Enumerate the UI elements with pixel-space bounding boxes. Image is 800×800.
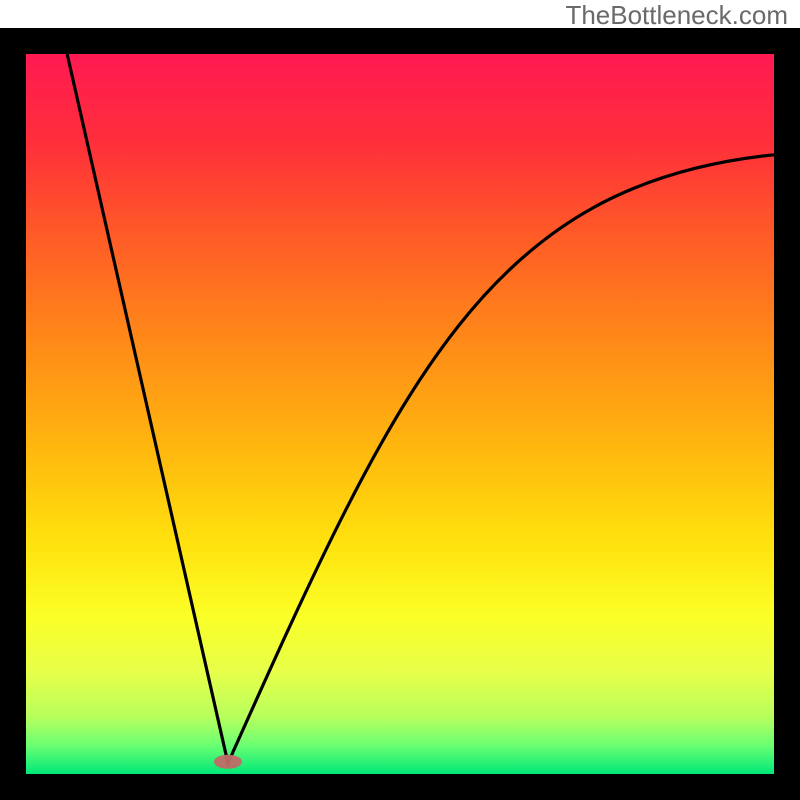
minimum-marker xyxy=(214,755,242,769)
chart-stage: TheBottleneck.com xyxy=(0,0,800,800)
bottleneck-curve-layer xyxy=(26,54,774,774)
plot-area xyxy=(26,54,774,774)
watermark-text: TheBottleneck.com xyxy=(565,0,788,31)
bottleneck-curve xyxy=(67,54,774,763)
